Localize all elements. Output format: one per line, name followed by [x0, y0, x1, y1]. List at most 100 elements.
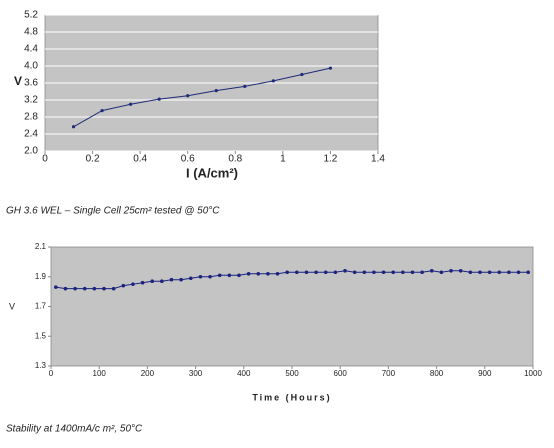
point: [285, 270, 289, 275]
x-tick-label: 0.6: [181, 154, 195, 165]
y-tick-label: 3.6: [24, 78, 38, 89]
point: [429, 269, 434, 273]
point: [410, 270, 415, 275]
point: [333, 270, 338, 275]
point: [458, 269, 463, 273]
y-axis-label: V: [14, 74, 22, 88]
point: [186, 94, 190, 98]
point: [304, 270, 309, 275]
point: [100, 109, 104, 113]
point: [352, 270, 357, 275]
point: [343, 269, 347, 273]
y-tick-label: 1.9: [35, 272, 47, 281]
caption: GH 3.6 WEL – Single Cell 25cm² tested @ …: [6, 206, 220, 217]
point: [82, 286, 87, 291]
point: [227, 273, 232, 278]
point: [372, 270, 376, 275]
y-tick-label: 5.2: [24, 10, 38, 21]
point: [478, 270, 482, 275]
point: [401, 270, 405, 275]
x-tick-label: 100: [93, 369, 107, 378]
y-tick-label: 3.2: [24, 95, 38, 106]
point: [507, 270, 511, 275]
point: [295, 270, 299, 275]
point: [300, 72, 304, 77]
point: [169, 277, 174, 282]
caption: Stability at 1400mA/c m², 50°C: [6, 424, 143, 435]
point: [208, 274, 212, 279]
point: [516, 270, 521, 275]
point: [246, 271, 251, 276]
point: [63, 286, 68, 291]
point: [362, 270, 367, 275]
point: [323, 270, 328, 275]
point: [71, 125, 76, 129]
point: [243, 84, 247, 88]
point: [420, 270, 424, 275]
x-tick-label: 1.4: [371, 154, 385, 165]
x-tick-label: 1.2: [323, 154, 337, 165]
point: [73, 286, 77, 291]
x-tick-label: 200: [141, 369, 155, 378]
x-tick-label: 0: [49, 369, 54, 378]
x-tick-label: 600: [334, 369, 348, 378]
x-tick-label: 0.4: [133, 154, 147, 165]
point: [54, 285, 58, 289]
plot-area: [50, 246, 534, 367]
point: [487, 270, 492, 275]
line: [73, 67, 331, 128]
point: [497, 270, 502, 275]
point: [129, 102, 133, 106]
point: [92, 286, 97, 291]
point: [256, 271, 261, 276]
x-tick-label: 300: [189, 369, 203, 378]
y-tick-label: 4.4: [24, 44, 38, 55]
y-tick-label: 1.3: [35, 361, 47, 370]
x-tick-label: 500: [285, 369, 299, 378]
point: [179, 277, 183, 282]
point: [381, 270, 386, 275]
point: [237, 273, 241, 278]
point: [150, 279, 155, 284]
point: [111, 286, 116, 291]
y-tick-label: 1.5: [35, 331, 47, 340]
y-tick-label: 2.0: [24, 146, 38, 157]
point: [188, 276, 193, 281]
point: [121, 283, 126, 288]
point: [198, 274, 203, 279]
x-tick-label: 900: [478, 369, 492, 378]
y-tick-label: 2.4: [24, 129, 38, 140]
x-tick-label: 0.8: [228, 154, 242, 165]
y-tick-label: 2.8: [24, 112, 38, 123]
y-tick-label: 1.7: [35, 302, 47, 311]
y-tick-label: 2.1: [35, 242, 47, 251]
y-tick-label: 4.8: [24, 27, 38, 38]
y-tick-label: 4.0: [24, 61, 38, 72]
x-tick-label: 800: [430, 369, 444, 378]
point: [140, 280, 145, 285]
point: [526, 270, 530, 275]
point: [271, 79, 275, 83]
point: [160, 279, 164, 284]
x-tick-label: 1000: [524, 369, 542, 378]
point: [391, 270, 396, 275]
y-axis-label: V: [9, 301, 15, 311]
point: [314, 270, 318, 275]
point: [468, 270, 473, 275]
x-tick-label: 0.2: [86, 154, 100, 165]
point: [275, 271, 280, 276]
point: [217, 273, 222, 278]
x-tick-label: 400: [237, 369, 251, 378]
point: [439, 270, 444, 275]
x-tick-label: 1: [280, 154, 286, 165]
x-tick-label: 700: [382, 369, 396, 378]
point: [449, 269, 453, 273]
point: [328, 66, 333, 70]
point: [157, 97, 161, 101]
x-tick-label: 0: [42, 154, 48, 165]
x-axis-label: Time (Hours): [252, 392, 331, 402]
point: [214, 89, 218, 93]
point: [131, 282, 135, 286]
x-axis-label: I (A/cm²): [186, 165, 238, 180]
